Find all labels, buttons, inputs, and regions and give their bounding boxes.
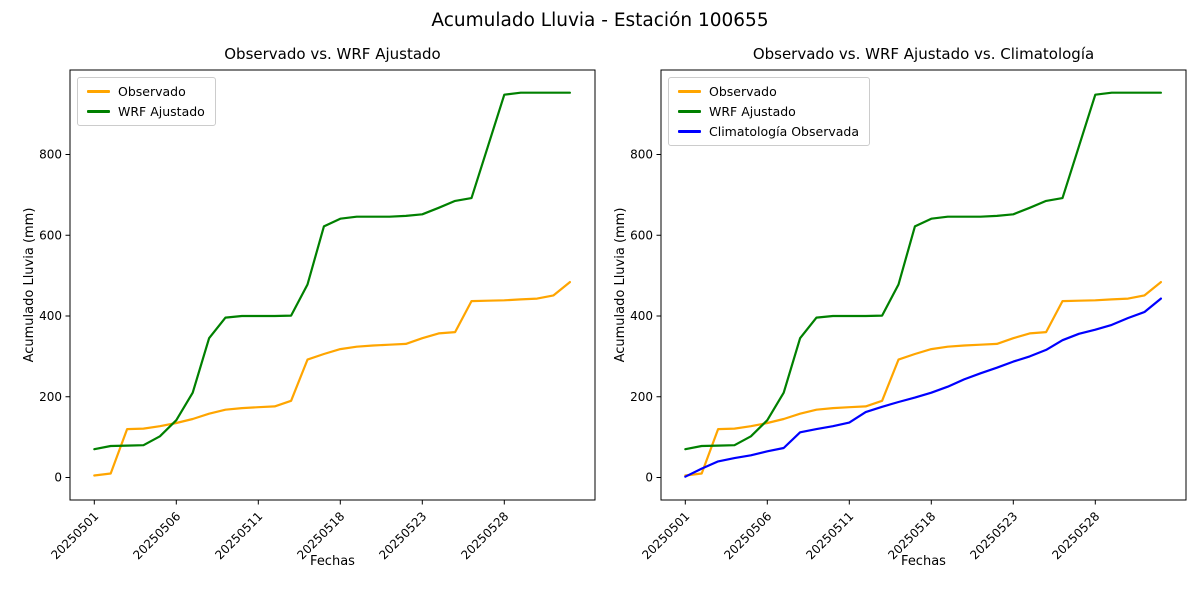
legend-item-wrf-ajustado: WRF Ajustado xyxy=(678,104,859,119)
legend: Observado WRF Ajustado Climatología Observ… xyxy=(668,77,870,146)
y-tick-label: 0 xyxy=(54,471,62,485)
legend-label-wrf-ajustado: WRF Ajustado xyxy=(118,104,205,119)
y-tick-label: 600 xyxy=(630,228,653,242)
legend-line-swatch-climatologia-observada xyxy=(678,130,701,133)
subplot-observado-vs-wrf: Observado vs. WRF Ajustado Acumulado Lluv… xyxy=(22,45,596,569)
y-axis-label: Acumulado Lluvia (mm) xyxy=(22,207,37,363)
legend-line-swatch-observado xyxy=(87,90,110,93)
subplot-title: Observado vs. WRF Ajustado vs. Climatolo… xyxy=(752,45,1095,63)
x-axis-label: Fechas xyxy=(310,554,355,569)
series-line-climatologia-observada xyxy=(684,297,1162,478)
figure-title: Acumulado Lluvia - Estación 100655 xyxy=(431,10,769,31)
subplot-title: Observado vs. WRF Ajustado xyxy=(224,45,441,63)
x-axis-label: Fechas xyxy=(901,554,946,569)
series-line-wrf-ajustado xyxy=(93,91,571,451)
legend-label-wrf-ajustado: WRF Ajustado xyxy=(709,104,796,119)
series-line-observado xyxy=(93,281,571,477)
legend-item-wrf-ajustado: WRF Ajustado xyxy=(87,104,205,119)
y-tick-label: 200 xyxy=(630,390,653,404)
y-tick-label: 0 xyxy=(645,471,653,485)
legend-line-swatch-wrf-ajustado xyxy=(678,110,701,113)
y-tick-label: 800 xyxy=(630,148,653,162)
y-tick-label: 600 xyxy=(39,228,62,242)
legend-item-climatologia-observada: Climatología Observada xyxy=(678,124,859,139)
y-axis-label: Acumulado Lluvia (mm) xyxy=(613,207,628,363)
axes-box xyxy=(69,69,596,501)
subplot-observado-vs-wrf-vs-climatologia: Observado vs. WRF Ajustado vs. Climatolo… xyxy=(613,45,1187,569)
series-line-observado xyxy=(684,281,1162,477)
legend-label-climatologia-observada: Climatología Observada xyxy=(709,124,859,139)
legend: Observado WRF Ajustado xyxy=(77,77,216,126)
y-tick-label: 800 xyxy=(39,148,62,162)
legend-line-swatch-observado xyxy=(678,90,701,93)
legend-item-observado: Observado xyxy=(678,84,859,99)
legend-label-observado: Observado xyxy=(709,84,777,99)
series-line-wrf-ajustado xyxy=(684,91,1162,451)
legend-label-observado: Observado xyxy=(118,84,186,99)
legend-line-swatch-wrf-ajustado xyxy=(87,110,110,113)
y-tick-label: 400 xyxy=(630,309,653,323)
y-tick-label: 400 xyxy=(39,309,62,323)
y-tick-label: 200 xyxy=(39,390,62,404)
axes-box xyxy=(660,69,1187,501)
legend-item-observado: Observado xyxy=(87,84,205,99)
